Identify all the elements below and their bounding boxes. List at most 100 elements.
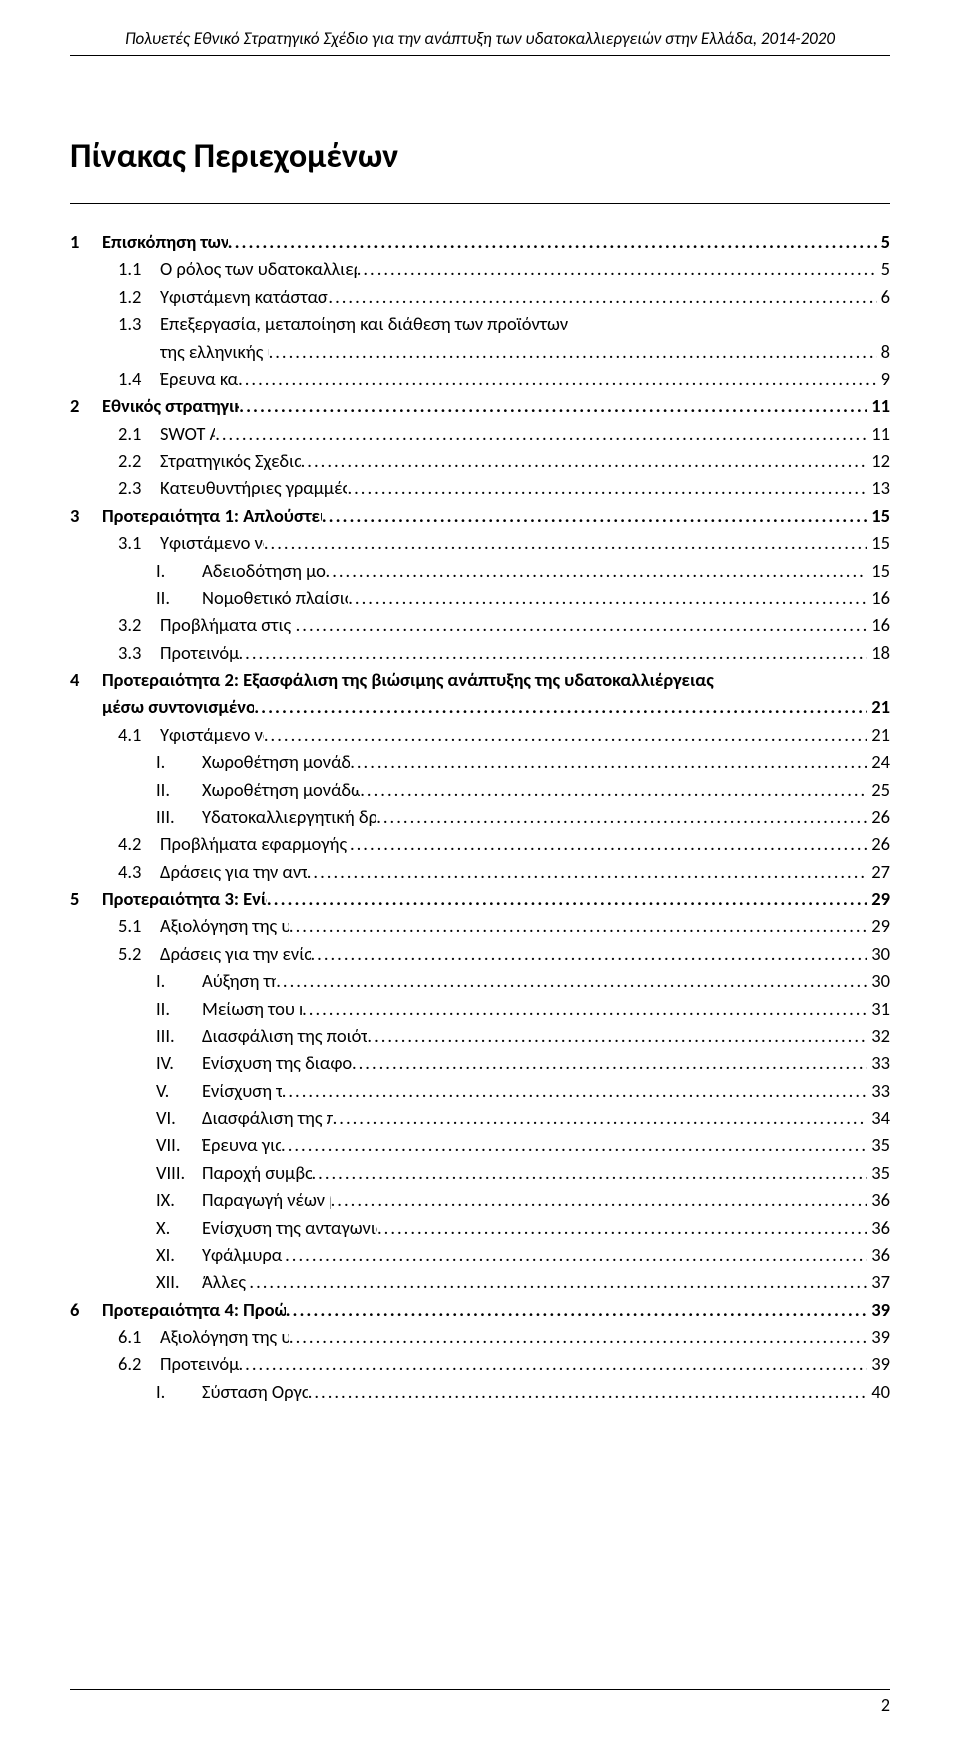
toc-entry-page: 39: [867, 1350, 890, 1377]
toc-leader: [264, 529, 867, 556]
toc-entry-number: III.: [156, 803, 202, 830]
table-of-contents: 1Επισκόπηση των υδατοκαλλιεργειών51.1Ο ρ…: [70, 228, 890, 1405]
toc-leader: [311, 940, 868, 967]
toc-entry-number: II.: [156, 584, 202, 611]
toc-entry-number: 2.1: [118, 420, 160, 447]
toc-leader: [347, 474, 867, 501]
toc-entry-number: 5: [70, 885, 102, 912]
toc-entry-label: SWOT ANALYSIS: [160, 420, 215, 447]
toc-entry: της ελληνικής υδατοκαλλιέργειας8: [70, 338, 890, 365]
toc-entry-page: 18: [867, 639, 890, 666]
toc-entry-page: 30: [867, 967, 890, 994]
toc-entry-page: 16: [867, 584, 890, 611]
toc-leader: [377, 1214, 867, 1241]
toc-entry-number: 5.2: [118, 940, 160, 967]
toc-entry-page: 34: [867, 1104, 890, 1131]
toc-title: Πίνακας Περιεχομένων: [70, 136, 890, 177]
toc-entry-page: 26: [867, 830, 890, 857]
toc-entry-page: 5: [877, 228, 890, 255]
toc-leader: [289, 912, 867, 939]
toc-entry-label: Έρευνα για την ανάπτυξη: [202, 1131, 281, 1158]
toc-entry: X.Ενίσχυση της ανταγωνιστικότητας των ΜΜ…: [70, 1214, 890, 1241]
toc-entry-page: 15: [867, 529, 890, 556]
toc-entry-label: Χωροθέτηση μονάδων υδατοκαλλιέργειας γλυ…: [202, 776, 360, 803]
toc-entry: 2.2Στρατηγικός Σχεδιασμός και Όραμα 2014…: [70, 447, 890, 474]
toc-entry: II.Μείωση του κόστους παραγωγής31: [70, 995, 890, 1022]
toc-entry: 1.1Ο ρόλος των υδατοκαλλιεργειών σε παγκ…: [70, 255, 890, 282]
toc-entry-number: 6.1: [118, 1323, 160, 1350]
toc-entry: IX.Παραγωγή νέων βιοτεχνολογικών προϊόντ…: [70, 1186, 890, 1213]
toc-entry-number: 1.3: [118, 310, 160, 337]
toc-entry: II.Χωροθέτηση μονάδων υδατοκαλλιέργειας …: [70, 776, 890, 803]
toc-entry-number: I.: [156, 748, 202, 775]
toc-entry-page: 35: [867, 1159, 890, 1186]
toc-leader: [302, 995, 867, 1022]
toc-entry-page: 5: [877, 255, 890, 282]
toc-entry-number: III.: [156, 1022, 202, 1049]
toc-entry: 2Εθνικός στρατηγικός σχεδιασμός - Όραμα1…: [70, 392, 890, 419]
toc-entry-page: 32: [867, 1022, 890, 1049]
toc-entry-number: VIII.: [156, 1159, 202, 1186]
toc-leader: [239, 392, 867, 419]
toc-entry-page: 12: [867, 447, 890, 474]
toc-entry-page: 24: [867, 748, 890, 775]
toc-entry-page: 11: [867, 420, 890, 447]
toc-entry: 3Προτεραιότητα 1: Απλούστευση των διοικη…: [70, 502, 890, 529]
toc-entry: V.Ενίσχυση της προώθησης33: [70, 1077, 890, 1104]
toc-entry-label: Προτεραιότητα 4: Προώθηση ισότιμων όρων …: [102, 1296, 286, 1323]
toc-entry-page: 21: [867, 721, 890, 748]
toc-leader: [333, 1104, 868, 1131]
toc-leader: [360, 776, 867, 803]
toc-leader: [307, 858, 867, 885]
toc-entry: 3.3Προτεινόμενες δράσεις18: [70, 639, 890, 666]
toc-entry: XII.Άλλες δράσεις37: [70, 1268, 890, 1295]
toc-leader: [285, 1241, 867, 1268]
toc-entry-label: Επεξεργασία, μεταποίηση και διάθεση των …: [160, 310, 568, 337]
toc-entry-number: 3.3: [118, 639, 160, 666]
toc-entry-page: 40: [867, 1378, 890, 1405]
toc-entry-label: Αξιολόγηση της υφιστάμενης κατάστασης: [160, 1323, 289, 1350]
toc-entry-label: Παραγωγή νέων βιοτεχνολογικών προϊόντων: [202, 1186, 331, 1213]
toc-entry-number: 2: [70, 392, 102, 419]
header-rule: [70, 55, 890, 56]
toc-entry-label: Προβλήματα εφαρμογής του υφιστάμενου χωρ…: [160, 830, 350, 857]
toc-leader: [239, 1350, 868, 1377]
toc-leader: [254, 693, 867, 720]
toc-entry-label: Προτεραιότητα 1: Απλούστευση των διοικητ…: [102, 502, 322, 529]
toc-entry: I.Χωροθέτηση μονάδων θαλάσσιας υδατοκαλλ…: [70, 748, 890, 775]
toc-entry: IV.Ενίσχυση της διαφοροποίησης των τελικ…: [70, 1049, 890, 1076]
toc-entry-number: [118, 338, 160, 365]
toc-entry-number: 4.1: [118, 721, 160, 748]
toc-entry-page: 36: [867, 1186, 890, 1213]
toc-entry-number: 2.2: [118, 447, 160, 474]
toc-entry-label: Προτεραιότητα 3: Ενίσχυση της ανταγωνιστ…: [102, 885, 267, 912]
toc-leader: [228, 228, 877, 255]
toc-leader: [331, 1186, 868, 1213]
toc-entry-number: 4: [70, 666, 102, 693]
toc-entry-number: 1: [70, 228, 102, 255]
toc-entry-page: 30: [867, 940, 890, 967]
toc-entry-number: IV.: [156, 1049, 202, 1076]
toc-entry-page: 21: [867, 693, 890, 720]
toc-entry: XI.Υφάλμυρα οικοσυστήματα36: [70, 1241, 890, 1268]
toc-entry-page: 6: [877, 283, 890, 310]
toc-entry-number: II.: [156, 995, 202, 1022]
toc-entry-label: της ελληνικής υδατοκαλλιέργειας: [160, 338, 269, 365]
toc-entry: III.Υδατοκαλλιεργητική δραστηριότητα σε …: [70, 803, 890, 830]
toc-entry: 6.1Αξιολόγηση της υφιστάμενης κατάστασης…: [70, 1323, 890, 1350]
toc-leader: [350, 748, 867, 775]
toc-entry-number: I.: [156, 967, 202, 994]
toc-entry-label: Στρατηγικός Σχεδιασμός και Όραμα 2014-20…: [160, 447, 301, 474]
toc-entry-label: Αξιολόγηση της υφιστάμενης κατάστασης: [160, 912, 289, 939]
toc-entry-page: 16: [867, 611, 890, 638]
toc-leader: [357, 255, 877, 282]
toc-entry-number: 5.1: [118, 912, 160, 939]
toc-entry-page: 36: [867, 1214, 890, 1241]
toc-entry: I.Αδειοδότηση μονάδων υδατοκαλλιέργειας1…: [70, 557, 890, 584]
toc-entry-label: Υφάλμυρα οικοσυστήματα: [202, 1241, 285, 1268]
toc-entry: I.Αύξηση της παραγωγής30: [70, 967, 890, 994]
toc-leader: [308, 1378, 868, 1405]
page-header: Πολυετές Εθνικό Στρατηγικό Σχέδιο για τη…: [70, 28, 890, 53]
toc-leader: [269, 338, 877, 365]
toc-entry: III.Διασφάλιση της ποιότητας των προϊόντ…: [70, 1022, 890, 1049]
